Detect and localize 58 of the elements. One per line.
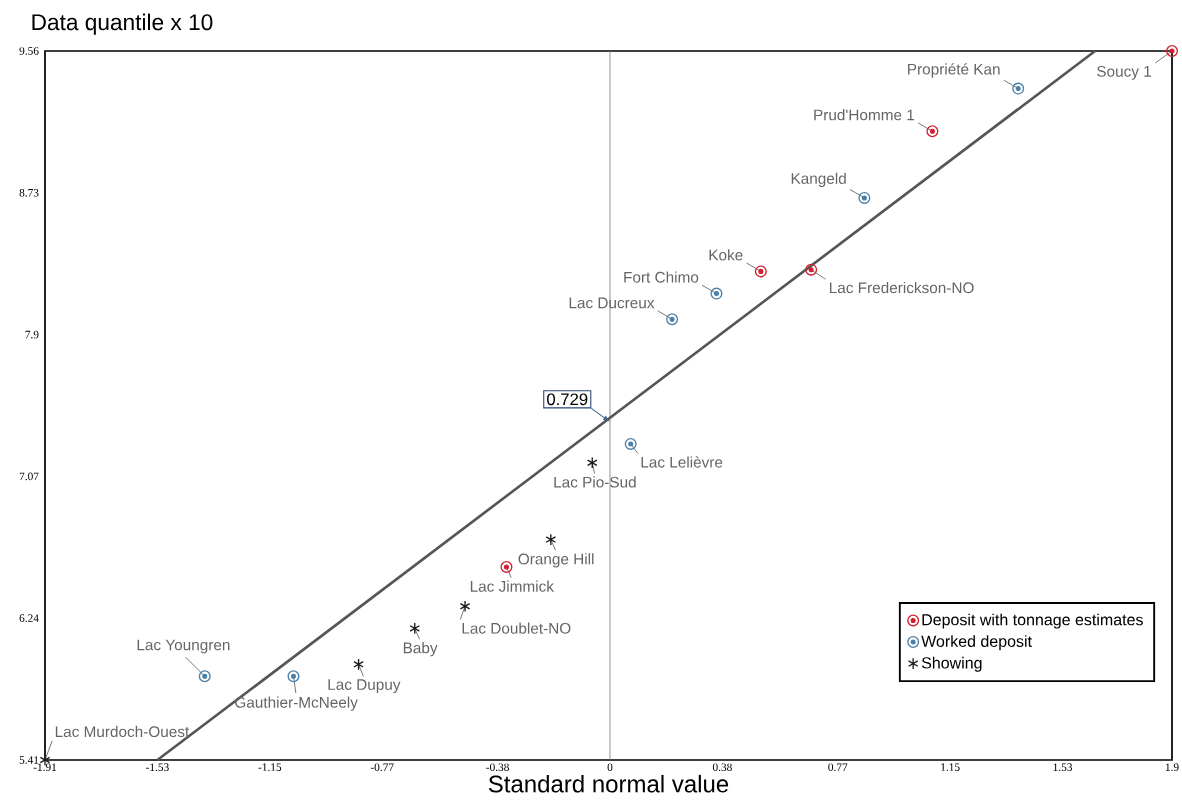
- point: [926, 125, 939, 138]
- point: [1166, 44, 1179, 57]
- y-tick-label: 8.73: [19, 188, 39, 197]
- annotation: Soucy 1: [1097, 65, 1151, 80]
- y-tick-label: 9.56: [19, 47, 39, 55]
- y-tick-label: 7.9: [25, 330, 39, 339]
- annotation: Koke: [709, 249, 743, 261]
- annotation: Prud'Homme 1: [814, 109, 915, 121]
- point: [858, 191, 871, 204]
- point: [353, 658, 364, 671]
- point: [624, 437, 637, 450]
- x-tick-label: 0: [607, 763, 613, 772]
- legend-label: Worked deposit: [921, 635, 1032, 651]
- x-tick-label: 1.9: [1165, 763, 1179, 772]
- x-tick-label: 1.53: [1053, 763, 1073, 772]
- annotation: Kangeld: [791, 172, 846, 187]
- annotation: Lac Lelièvre: [641, 456, 723, 468]
- point: [805, 263, 818, 276]
- point: [409, 622, 421, 635]
- annotation: Lac Doublet-NO: [462, 622, 571, 634]
- point: [459, 600, 471, 613]
- annotation: Lac Ducreux: [569, 297, 655, 309]
- x-axis-title: Standard normal value: [488, 774, 729, 793]
- annotation: Propriété Kan: [908, 63, 1000, 78]
- point: [198, 670, 211, 683]
- point: [586, 456, 598, 469]
- x-tick-label: 1.15: [941, 763, 960, 772]
- annotation: Lac Murdoch-Ouest: [55, 725, 190, 738]
- point: [287, 670, 300, 683]
- x-tick-label: -1.91: [33, 763, 57, 772]
- x-tick-label: 0.77: [828, 763, 848, 772]
- annotation: Orange Hill: [518, 553, 594, 568]
- annotation: Lac Pio-Sud: [554, 476, 636, 488]
- y-tick-label: 7.07: [19, 472, 39, 481]
- x-tick-label: -1.15: [258, 763, 282, 772]
- y-tick-label: 6.24: [19, 614, 39, 623]
- annotation: Gauthier-McNeely: [235, 696, 358, 711]
- point: [754, 265, 767, 278]
- annotation: Lac Jimmick: [470, 580, 554, 592]
- point: [1012, 82, 1025, 95]
- point: [710, 287, 723, 300]
- x-tick-label: -0.38: [486, 763, 509, 772]
- annotation: Lac Dupuy: [328, 679, 401, 693]
- annotation: 0.729: [547, 393, 588, 406]
- legend-label: Deposit with tonnage estimates: [922, 613, 1143, 629]
- point: [545, 533, 557, 546]
- legend-label: Showing: [921, 656, 982, 672]
- annotation: Lac Youngren: [137, 639, 230, 654]
- x-tick-label: -0.77: [370, 763, 394, 772]
- y-axis-title: Data quantile x 10: [32, 13, 213, 35]
- annotation: Lac Frederickson-NO: [829, 281, 974, 294]
- point: [666, 313, 679, 326]
- annotation: Baby: [403, 642, 438, 657]
- x-tick-label: -1.53: [146, 763, 169, 772]
- y-tick-label: 5.41: [19, 756, 39, 764]
- annotation: Fort Chimo: [624, 271, 699, 283]
- point: [500, 560, 513, 573]
- x-tick-label: 0.38: [712, 763, 732, 772]
